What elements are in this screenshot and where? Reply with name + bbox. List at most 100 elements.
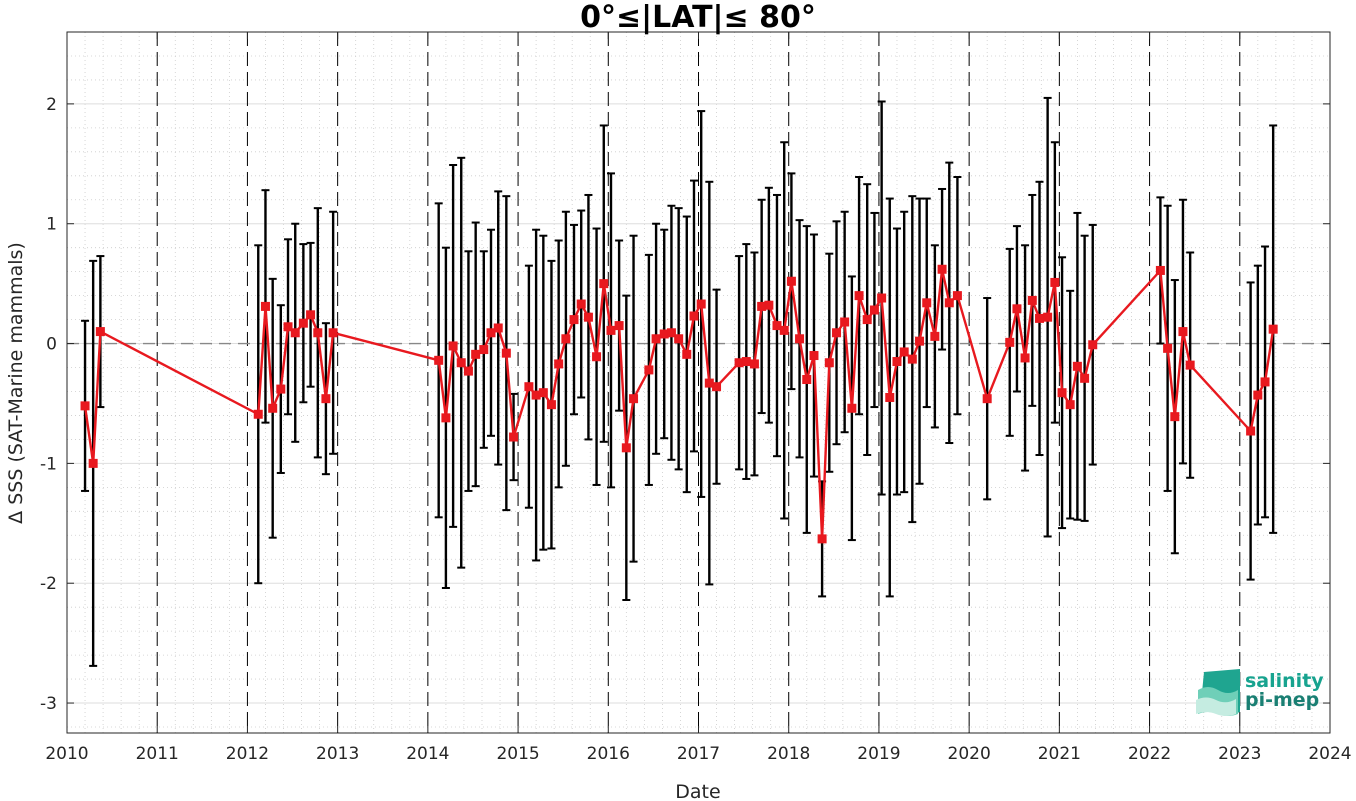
- y-tick-label: 0: [46, 335, 57, 355]
- data-point-marker: [1005, 337, 1015, 347]
- logo-text-line1: salinity: [1245, 670, 1324, 692]
- data-point-marker: [1178, 327, 1188, 337]
- year-lines: [156, 32, 1241, 733]
- data-point-marker: [749, 359, 759, 369]
- data-point-marker: [583, 312, 593, 322]
- salinity-pi-mep-logo: salinity pi-mep: [1196, 669, 1324, 716]
- data-point-marker: [741, 357, 751, 367]
- chart-title: 0°≤|LAT|≤ 80°: [580, 0, 816, 35]
- data-point-marker: [885, 392, 895, 402]
- data-point-marker: [1012, 304, 1022, 314]
- x-tick-label: 2019: [857, 744, 900, 764]
- data-point-marker: [88, 458, 98, 468]
- data-point-marker: [696, 299, 706, 309]
- data-point-marker: [817, 534, 827, 544]
- data-point-marker: [290, 328, 300, 338]
- data-point-marker: [795, 334, 805, 344]
- data-point-marker: [321, 394, 331, 404]
- data-point-marker: [463, 366, 473, 376]
- data-point-marker: [1065, 400, 1075, 410]
- data-point-marker: [712, 382, 722, 392]
- data-point-marker: [907, 354, 917, 364]
- data-point-marker: [268, 403, 278, 413]
- data-point-marker: [809, 351, 819, 361]
- data-point-marker: [606, 325, 616, 335]
- y-tick-label: -2: [40, 574, 57, 594]
- data-point-marker: [479, 345, 489, 355]
- data-point-marker: [666, 328, 676, 338]
- data-point-marker: [877, 293, 887, 303]
- data-point-marker: [501, 348, 511, 358]
- data-point-marker: [1020, 353, 1030, 363]
- data-point-marker: [854, 291, 864, 301]
- x-tick-label: 2011: [136, 744, 179, 764]
- data-point-marker: [674, 334, 684, 344]
- data-point-marker: [448, 341, 458, 351]
- data-point-marker: [952, 291, 962, 301]
- series-layer: [80, 264, 1278, 544]
- data-point-marker: [486, 328, 496, 338]
- data-point-marker: [592, 352, 602, 362]
- data-point-marker: [1246, 426, 1256, 436]
- data-point-marker: [80, 401, 90, 411]
- data-point-marker: [899, 347, 909, 357]
- y-tick-label: 1: [46, 215, 57, 235]
- data-point-marker: [576, 299, 586, 309]
- data-point-marker: [569, 315, 579, 325]
- data-point-marker: [689, 311, 699, 321]
- data-point-marker: [682, 349, 692, 359]
- data-point-marker: [538, 388, 548, 398]
- data-point-marker: [441, 413, 451, 423]
- x-tick-label: 2018: [767, 744, 810, 764]
- data-point-marker: [1035, 313, 1045, 323]
- data-point-marker: [298, 318, 308, 328]
- data-point-marker: [471, 349, 481, 359]
- x-tick-label: 2020: [948, 744, 991, 764]
- y-tick-labels: -3 -2 -1 0 1 2: [40, 95, 57, 714]
- data-point-marker: [524, 382, 534, 392]
- data-point-marker: [561, 334, 571, 344]
- data-point-marker: [493, 323, 503, 333]
- data-point-marker: [1155, 265, 1165, 275]
- data-point-marker: [260, 301, 270, 311]
- data-point-marker: [1163, 343, 1173, 353]
- x-tick-label: 2021: [1038, 744, 1081, 764]
- data-point-marker: [847, 403, 857, 413]
- data-point-marker: [629, 394, 639, 404]
- logo-text-line2: pi-mep: [1245, 689, 1319, 711]
- data-point-marker: [283, 322, 293, 332]
- data-point-marker: [930, 331, 940, 341]
- data-point-marker: [772, 321, 782, 331]
- data-point-marker: [1080, 373, 1090, 383]
- x-tick-label: 2024: [1308, 744, 1351, 764]
- data-point-marker: [276, 384, 286, 394]
- data-point-marker: [644, 365, 654, 375]
- data-point-marker: [328, 328, 338, 338]
- data-point-marker: [824, 358, 834, 368]
- data-point-marker: [862, 315, 872, 325]
- data-point-marker: [786, 276, 796, 286]
- data-point-marker: [1057, 388, 1067, 398]
- x-tick-label: 2017: [677, 744, 720, 764]
- data-point-marker: [892, 357, 902, 367]
- data-point-marker: [253, 409, 263, 419]
- data-point-marker: [915, 336, 925, 346]
- axis-ticks: [66, 32, 1331, 733]
- data-point-marker: [982, 394, 992, 404]
- y-tick-label: 2: [46, 95, 57, 115]
- data-point-marker: [802, 375, 812, 385]
- x-tick-labels: 2010 2011 2012 2013 2014 2015 2016 2017 2018 2019…: [45, 744, 1351, 764]
- data-point-marker: [306, 310, 316, 320]
- x-tick-label: 2014: [406, 744, 449, 764]
- x-tick-label: 2013: [316, 744, 359, 764]
- data-point-marker: [434, 355, 444, 365]
- x-tick-label: 2015: [496, 744, 539, 764]
- x-tick-label: 2010: [45, 744, 88, 764]
- data-point-marker: [840, 317, 850, 327]
- data-point-marker: [1072, 361, 1082, 371]
- data-point-marker: [1185, 360, 1195, 370]
- data-point-marker: [313, 328, 323, 338]
- data-point-marker: [1170, 412, 1180, 422]
- x-tick-label: 2016: [587, 744, 630, 764]
